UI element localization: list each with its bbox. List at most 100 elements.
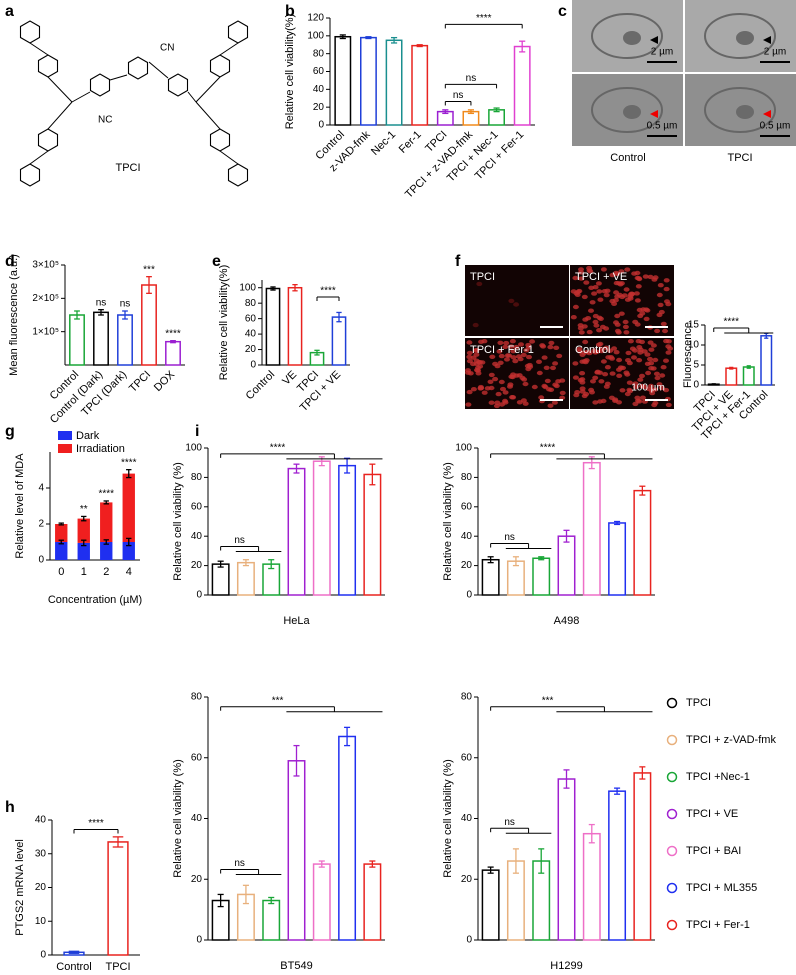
- cell: [637, 347, 644, 352]
- cell: [631, 271, 638, 276]
- cell: [619, 388, 626, 393]
- cell: [591, 291, 598, 296]
- cell: [487, 379, 494, 384]
- significance: ns: [234, 535, 245, 546]
- cell: [581, 324, 588, 329]
- y-tick-label: 0: [196, 590, 202, 601]
- bar: [506, 560, 525, 596]
- bar: [69, 314, 85, 366]
- y-tick-label: 20: [191, 874, 203, 885]
- x-tick-label: 4: [126, 566, 132, 578]
- y-tick-label: 20: [245, 344, 257, 355]
- cell: [643, 316, 650, 322]
- y-tick-label: 30: [35, 848, 47, 859]
- bar: [608, 790, 627, 941]
- cell: [488, 400, 495, 405]
- legend-marker: [666, 734, 678, 746]
- bar-segment: [122, 473, 135, 542]
- bar: [287, 286, 303, 366]
- y-tick-label: 80: [191, 472, 203, 483]
- cell: [474, 367, 480, 373]
- cell: [609, 371, 616, 376]
- cell: [633, 291, 640, 296]
- legend-label: Dark: [76, 430, 100, 442]
- cell: [497, 360, 504, 365]
- cell: [656, 292, 663, 298]
- ring: [89, 73, 111, 97]
- cell: [588, 308, 594, 313]
- cell: [516, 400, 523, 405]
- legend-label: TPCI + z-VAD-fmk: [686, 734, 776, 746]
- cell: [632, 401, 639, 407]
- bar: [760, 335, 773, 386]
- cell: [583, 280, 590, 285]
- cell: [623, 330, 630, 335]
- y-tick-label: 60: [313, 66, 325, 77]
- micrograph-feature: [704, 13, 776, 59]
- cell: [600, 267, 607, 272]
- cell: [640, 307, 647, 312]
- cell: [637, 377, 644, 382]
- column-label: Control: [610, 152, 645, 164]
- y-tick-label: 40: [461, 531, 473, 542]
- cell: [593, 323, 600, 328]
- legend-marker: [666, 919, 678, 931]
- y-tick-label: 10: [688, 340, 700, 351]
- bond: [219, 42, 239, 56]
- cell: [507, 384, 513, 389]
- image-label: Control: [575, 344, 610, 356]
- significance: ns: [234, 858, 245, 869]
- cell: [513, 302, 520, 307]
- cell: [551, 400, 558, 405]
- cell: [513, 344, 520, 350]
- cell: [495, 391, 502, 397]
- cell: [618, 311, 625, 316]
- cell: [624, 267, 631, 272]
- cell: [510, 349, 517, 354]
- cell: [536, 359, 542, 364]
- bar: [582, 461, 601, 596]
- cell: [663, 278, 670, 283]
- x-tick-label: Fer-1: [397, 129, 424, 156]
- legend-marker: [666, 845, 678, 857]
- cell: [639, 311, 646, 316]
- cell: [572, 304, 579, 310]
- cell: [613, 350, 620, 355]
- bar: [334, 35, 352, 126]
- y-tick-label: 60: [191, 752, 203, 763]
- cell: [601, 289, 608, 294]
- cell: [597, 399, 603, 404]
- cell: [576, 346, 583, 352]
- cell: [579, 359, 586, 364]
- x-tick-label: Nec-1: [369, 129, 398, 158]
- bar: [363, 473, 382, 596]
- x-tick-label: Control: [244, 369, 278, 403]
- bond: [109, 74, 128, 81]
- bar: [385, 39, 403, 126]
- ring: [167, 73, 189, 97]
- cell: [616, 373, 623, 378]
- ring: [19, 20, 41, 44]
- y-tick-label: 0: [466, 935, 472, 946]
- cell: [616, 357, 623, 363]
- cell: [656, 382, 663, 387]
- cell: [632, 381, 639, 386]
- significance: ns: [504, 532, 515, 543]
- cell: [660, 321, 667, 327]
- cell: [586, 329, 593, 335]
- bond: [187, 91, 197, 103]
- bar: [582, 832, 601, 941]
- cell: [579, 380, 586, 385]
- micrograph-feature: [623, 105, 641, 119]
- cell: [582, 317, 589, 322]
- cell: [665, 350, 672, 355]
- cell: [481, 390, 488, 395]
- cell: [476, 360, 482, 365]
- cell: [466, 389, 473, 395]
- cell: [488, 372, 495, 378]
- cell: [650, 366, 657, 371]
- cell: [536, 370, 543, 376]
- bar: [481, 558, 500, 596]
- cell: [581, 350, 588, 355]
